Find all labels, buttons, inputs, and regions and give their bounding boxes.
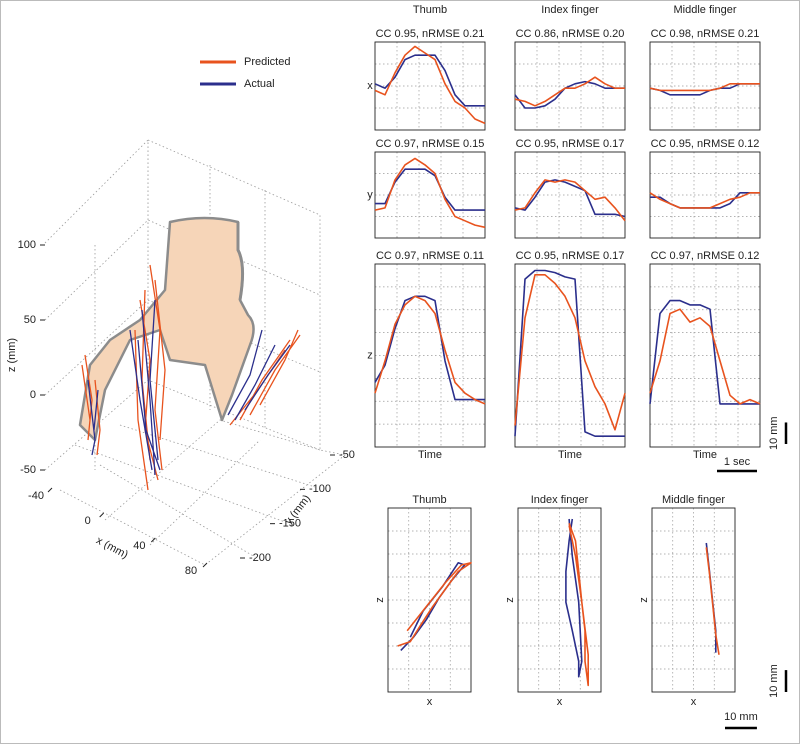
x-axis-label: Time — [558, 449, 582, 461]
x-tick — [99, 512, 105, 518]
x-tick — [150, 537, 156, 543]
actual-line — [374, 295, 485, 401]
legend-label: Actual — [244, 78, 275, 90]
x-axis-label: x — [691, 696, 697, 708]
panel-frame — [374, 263, 486, 448]
panel-stats: CC 0.95, nRMSE 0.12 — [651, 138, 760, 150]
y-tick-label: -100 — [309, 483, 331, 495]
predicted-line — [649, 308, 761, 405]
panel-stats: CC 0.98, nRMSE 0.21 — [651, 28, 760, 40]
panel-frame — [649, 41, 761, 131]
x-axis-label: Time — [418, 449, 442, 461]
predicted-line — [649, 83, 760, 92]
panel-stats: CC 0.97, nRMSE 0.11 — [376, 250, 484, 262]
panel-frame — [514, 263, 626, 448]
panel-frame — [514, 151, 626, 239]
actual-trace — [565, 518, 583, 678]
predicted-line — [374, 45, 486, 125]
x-tick — [202, 562, 208, 568]
column-title: Middle finger — [674, 4, 737, 16]
column-title: Thumb — [413, 4, 447, 16]
panel-title: Index finger — [531, 494, 589, 506]
z-axis-label: z — [638, 597, 650, 603]
x-tick — [47, 487, 53, 493]
hand-illustration — [78, 216, 255, 442]
predicted-line — [514, 76, 625, 107]
x-axis-label: x — [427, 696, 433, 708]
scale-label: 10 mm — [724, 711, 758, 723]
z-tick-label: 100 — [18, 239, 36, 251]
column-title: Index finger — [541, 4, 599, 16]
predicted-trace — [705, 547, 720, 655]
panel-stats: CC 0.95, nRMSE 0.21 — [376, 28, 485, 40]
panel-frame — [651, 507, 736, 693]
panel-frame — [387, 507, 472, 693]
panel-stats: CC 0.86, nRMSE 0.20 — [516, 28, 625, 40]
panel-frame — [514, 41, 626, 131]
predicted-line — [514, 179, 626, 222]
z-tick-label: 50 — [24, 314, 36, 326]
x-tick-label: 40 — [133, 540, 145, 552]
actual-line — [514, 80, 625, 109]
scale-label: 10 mm — [768, 664, 780, 698]
predicted-line — [649, 192, 760, 209]
panel-stats: CC 0.97, nRMSE 0.12 — [651, 250, 760, 262]
panel-frame — [649, 263, 761, 448]
predicted-line — [374, 295, 486, 405]
predicted-line — [374, 157, 486, 229]
trajectory-bundles — [81, 264, 301, 491]
z-tick-label: -50 — [20, 464, 36, 476]
row-label: x — [367, 80, 373, 92]
predicted-trace — [397, 562, 472, 647]
z-axis-label: z — [374, 597, 386, 603]
actual-line — [514, 179, 626, 218]
actual-line — [374, 54, 485, 107]
predicted-trace — [568, 523, 589, 687]
y-tick-label: -150 — [279, 518, 301, 530]
panel-title: Thumb — [412, 494, 446, 506]
panel-stats: CC 0.95, nRMSE 0.17 — [516, 250, 625, 262]
z-axis-label: z (mm) — [6, 338, 18, 372]
z-axis-label: z — [504, 597, 516, 603]
row-label: y — [367, 189, 373, 201]
row-label: z — [367, 349, 373, 361]
legend-label: Predicted — [244, 56, 290, 68]
y-tick-label: -50 — [339, 449, 355, 461]
panel-frame — [517, 507, 602, 693]
scale-label: 1 sec — [724, 456, 751, 468]
panel-frame — [374, 151, 486, 239]
x-axis-label: Time — [693, 449, 717, 461]
x-tick-label: -40 — [28, 490, 44, 502]
x-tick-label: 0 — [85, 515, 91, 527]
panel-title: Middle finger — [662, 494, 725, 506]
predicted-line — [514, 274, 626, 431]
panel-stats: CC 0.95, nRMSE 0.17 — [516, 138, 625, 150]
panel-frame — [374, 41, 486, 131]
y-tick-label: -200 — [249, 552, 271, 564]
panel-stats: CC 0.97, nRMSE 0.15 — [376, 138, 485, 150]
scale-label: 10 mm — [768, 416, 780, 450]
actual-line — [514, 269, 625, 437]
z-tick-label: 0 — [30, 389, 36, 401]
x-axis-label: x — [557, 696, 563, 708]
panel-frame — [649, 151, 761, 239]
x-tick-label: 80 — [185, 565, 197, 577]
